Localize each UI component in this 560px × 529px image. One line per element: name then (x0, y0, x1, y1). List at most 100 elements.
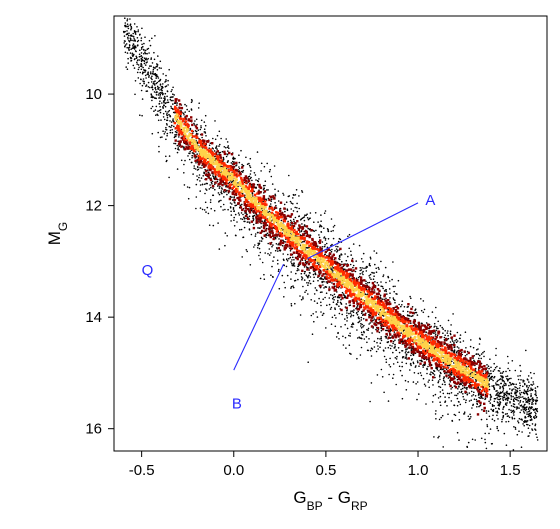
scatter-point (293, 194, 295, 196)
scatter-point (158, 86, 160, 89)
scatter-point (494, 366, 497, 369)
scatter-point (129, 52, 132, 54)
density-point (338, 270, 342, 273)
scatter-point (360, 316, 363, 319)
scatter-point (464, 331, 467, 334)
scatter-point (392, 261, 394, 263)
scatter-point (382, 274, 385, 276)
scatter-point (383, 355, 386, 358)
scatter-point (163, 97, 165, 99)
scatter-point (294, 194, 297, 196)
scatter-point (229, 195, 232, 198)
scatter-point (371, 271, 373, 274)
scatter-point (442, 361, 445, 364)
scatter-point (447, 374, 450, 377)
scatter-point (337, 301, 339, 304)
scatter-point (141, 56, 144, 59)
scatter-point (149, 44, 152, 47)
scatter-point (210, 177, 212, 179)
density-point (297, 238, 301, 241)
scatter-point (333, 224, 336, 227)
scatter-point (508, 408, 510, 411)
scatter-point (452, 340, 454, 343)
scatter-point (366, 328, 368, 331)
scatter-point (520, 396, 522, 399)
scatter-point (490, 396, 493, 398)
scatter-point (159, 93, 162, 96)
scatter-point (489, 428, 492, 430)
scatter-point (329, 308, 332, 310)
scatter-point (437, 320, 440, 323)
scatter-point (508, 416, 511, 419)
scatter-point (368, 264, 371, 266)
scatter-point (183, 114, 185, 116)
scatter-point (143, 59, 145, 62)
scatter-point (410, 364, 412, 367)
scatter-point (379, 346, 381, 349)
scatter-point (528, 424, 531, 427)
scatter-point (143, 82, 145, 85)
scatter-point (220, 190, 223, 192)
scatter-point (189, 129, 192, 131)
scatter-point (389, 297, 391, 299)
scatter-point (190, 101, 193, 104)
scatter-point (338, 338, 340, 340)
scatter-point (518, 403, 520, 405)
scatter-point (508, 377, 511, 380)
scatter-point (344, 318, 346, 320)
scatter-point (527, 375, 530, 377)
scatter-point (373, 346, 376, 348)
scatter-point (529, 414, 532, 417)
scatter-point (126, 46, 128, 49)
scatter-point (241, 256, 243, 258)
scatter-point (142, 45, 144, 48)
scatter-point (224, 232, 227, 234)
scatter-point (259, 251, 262, 254)
scatter-point (178, 149, 180, 151)
density-point (209, 162, 213, 165)
scatter-point (501, 420, 503, 423)
scatter-point (124, 24, 126, 27)
scatter-point (131, 52, 134, 55)
scatter-point (438, 418, 441, 421)
scatter-point (271, 265, 273, 268)
scatter-point (339, 238, 342, 241)
scatter-point (198, 102, 200, 104)
density-point (233, 198, 236, 202)
scatter-point (176, 168, 179, 170)
scatter-point (530, 377, 533, 379)
scatter-point (199, 180, 201, 182)
scatter-point (126, 68, 129, 70)
scatter-point (157, 119, 160, 122)
scatter-point (230, 162, 233, 164)
scatter-point (368, 281, 371, 284)
density-point (413, 332, 416, 335)
scatter-point (503, 384, 506, 387)
scatter-point (130, 25, 132, 28)
density-point (250, 220, 253, 223)
scatter-point (160, 97, 163, 99)
scatter-point (272, 260, 274, 262)
scatter-point (477, 394, 480, 396)
scatter-point (134, 93, 136, 96)
scatter-point (478, 343, 481, 345)
density-point (338, 294, 341, 297)
scatter-point (201, 164, 203, 167)
scatter-point (362, 318, 365, 320)
density-point (219, 154, 222, 157)
scatter-point (405, 350, 407, 352)
scatter-point (335, 336, 338, 338)
density-point (460, 348, 463, 352)
scatter-point (366, 265, 368, 268)
scatter-point (480, 397, 483, 399)
scatter-point (268, 254, 271, 256)
scatter-point (458, 439, 460, 441)
density-point (328, 288, 331, 291)
scatter-point (152, 66, 155, 69)
density-point (301, 226, 305, 229)
scatter-point (391, 278, 393, 281)
scatter-point (240, 149, 242, 152)
scatter-point (349, 332, 351, 335)
scatter-point (283, 296, 285, 298)
scatter-point (162, 106, 164, 108)
